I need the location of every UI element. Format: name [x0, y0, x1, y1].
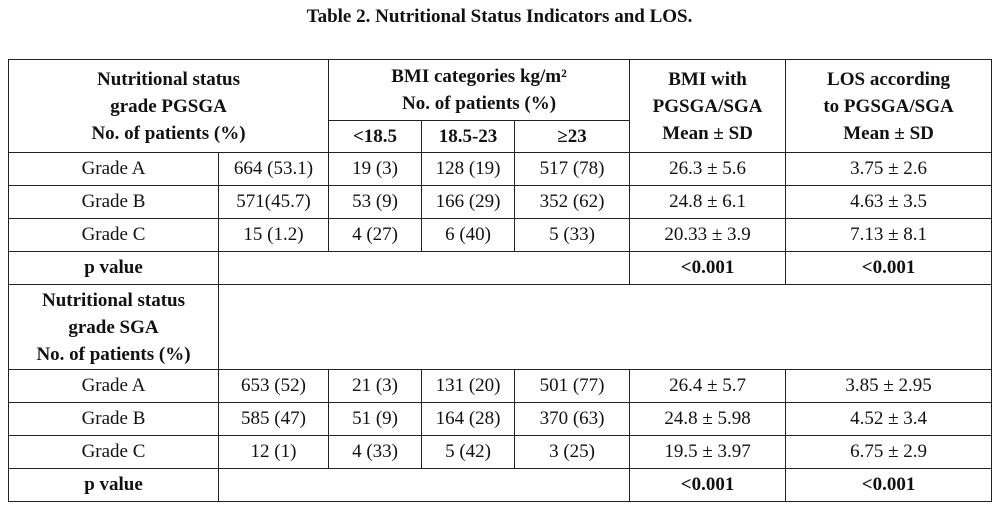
bmi-mean-sd-cell: 26.4 ± 5.7 [629, 369, 787, 403]
bmi-18-5-23-cell: 166 (29) [421, 185, 516, 219]
header-sga: Nutritional status grade SGA No. of pati… [8, 284, 219, 370]
table-row: Grade A 653 (52) 21 (3) 131 (20) 501 (77… [8, 369, 993, 403]
los-mean-sd-cell: 4.52 ± 3.4 [785, 402, 993, 436]
header-bmi-ge-23: ≥23 [514, 120, 631, 153]
bmi-mean-sd-cell: 24.8 ± 6.1 [629, 185, 787, 219]
bmi-18-5-23-cell: 131 (20) [421, 369, 516, 403]
patients-cell: 653 (52) [217, 369, 330, 403]
header-bmi-categories: BMI categories kg/m² No. of patients (%) [328, 59, 631, 121]
bmi-lt-18-5-cell: 51 (9) [328, 402, 423, 436]
grade-cell: Grade B [8, 185, 219, 219]
grade-cell: Grade A [8, 369, 219, 403]
sga-section-header: Nutritional status grade SGA No. of pati… [8, 284, 993, 370]
bmi-18-5-23-cell: 164 (28) [421, 402, 516, 436]
empty-cell [217, 468, 631, 502]
bmi-lt-18-5-cell: 4 (33) [328, 435, 423, 469]
header-pgsga: Nutritional status grade PGSGA No. of pa… [7, 59, 330, 153]
nutritional-status-table: Nutritional status grade PGSGA No. of pa… [7, 59, 993, 502]
p-value-label: p value [8, 468, 219, 502]
p-value-bmi: <0.001 [629, 468, 787, 502]
p-value-los: <0.001 [785, 251, 993, 285]
bmi-mean-sd-cell: 19.5 ± 3.97 [629, 435, 787, 469]
bmi-ge-23-cell: 517 (78) [514, 152, 631, 186]
bmi-ge-23-cell: 501 (77) [514, 369, 631, 403]
header-bmi-18-5-23: 18.5-23 [421, 120, 516, 153]
patients-cell: 664 (53.1) [217, 152, 330, 186]
patients-cell: 15 (1.2) [217, 218, 330, 252]
bmi-lt-18-5-cell: 19 (3) [328, 152, 423, 186]
bmi-lt-18-5-cell: 53 (9) [328, 185, 423, 219]
empty-cell [217, 284, 993, 370]
grade-cell: Grade C [8, 435, 219, 469]
table-row: Grade B 585 (47) 51 (9) 164 (28) 370 (63… [8, 402, 993, 436]
bmi-ge-23-cell: 3 (25) [514, 435, 631, 469]
p-value-row: p value <0.001 <0.001 [8, 251, 993, 285]
p-value-row: p value <0.001 <0.001 [8, 468, 993, 502]
grade-cell: Grade B [8, 402, 219, 436]
bmi-18-5-23-cell: 5 (42) [421, 435, 516, 469]
header-bmi-with: BMI with PGSGA/SGA Mean ± SD [629, 59, 787, 153]
patients-cell: 571(45.7) [217, 185, 330, 219]
header-los: LOS according to PGSGA/SGA Mean ± SD [785, 59, 993, 153]
grade-cell: Grade A [8, 152, 219, 186]
bmi-18-5-23-cell: 6 (40) [421, 218, 516, 252]
los-mean-sd-cell: 3.75 ± 2.6 [785, 152, 993, 186]
table-row: Grade C 12 (1) 4 (33) 5 (42) 3 (25) 19.5… [8, 435, 993, 469]
bmi-mean-sd-cell: 26.3 ± 5.6 [629, 152, 787, 186]
bmi-lt-18-5-cell: 4 (27) [328, 218, 423, 252]
los-mean-sd-cell: 6.75 ± 2.9 [785, 435, 993, 469]
grade-cell: Grade C [8, 218, 219, 252]
p-value-label: p value [8, 251, 219, 285]
los-mean-sd-cell: 3.85 ± 2.95 [785, 369, 993, 403]
bmi-mean-sd-cell: 20.33 ± 3.9 [629, 218, 787, 252]
table-title: Table 2. Nutritional Status Indicators a… [306, 6, 693, 27]
bmi-ge-23-cell: 352 (62) [514, 185, 631, 219]
patients-cell: 12 (1) [217, 435, 330, 469]
table-row: Grade A 664 (53.1) 19 (3) 128 (19) 517 (… [8, 152, 993, 186]
bmi-ge-23-cell: 370 (63) [514, 402, 631, 436]
bmi-mean-sd-cell: 24.8 ± 5.98 [629, 402, 787, 436]
bmi-18-5-23-cell: 128 (19) [421, 152, 516, 186]
los-mean-sd-cell: 4.63 ± 3.5 [785, 185, 993, 219]
header-bmi-lt-18-5: <18.5 [328, 120, 423, 153]
patients-cell: 585 (47) [217, 402, 330, 436]
p-value-los: <0.001 [785, 468, 993, 502]
empty-cell [217, 251, 631, 285]
bmi-lt-18-5-cell: 21 (3) [328, 369, 423, 403]
bmi-ge-23-cell: 5 (33) [514, 218, 631, 252]
table-row: Grade C 15 (1.2) 4 (27) 6 (40) 5 (33) 20… [8, 218, 993, 252]
table-row: Grade B 571(45.7) 53 (9) 166 (29) 352 (6… [8, 185, 993, 219]
p-value-bmi: <0.001 [629, 251, 787, 285]
los-mean-sd-cell: 7.13 ± 8.1 [785, 218, 993, 252]
